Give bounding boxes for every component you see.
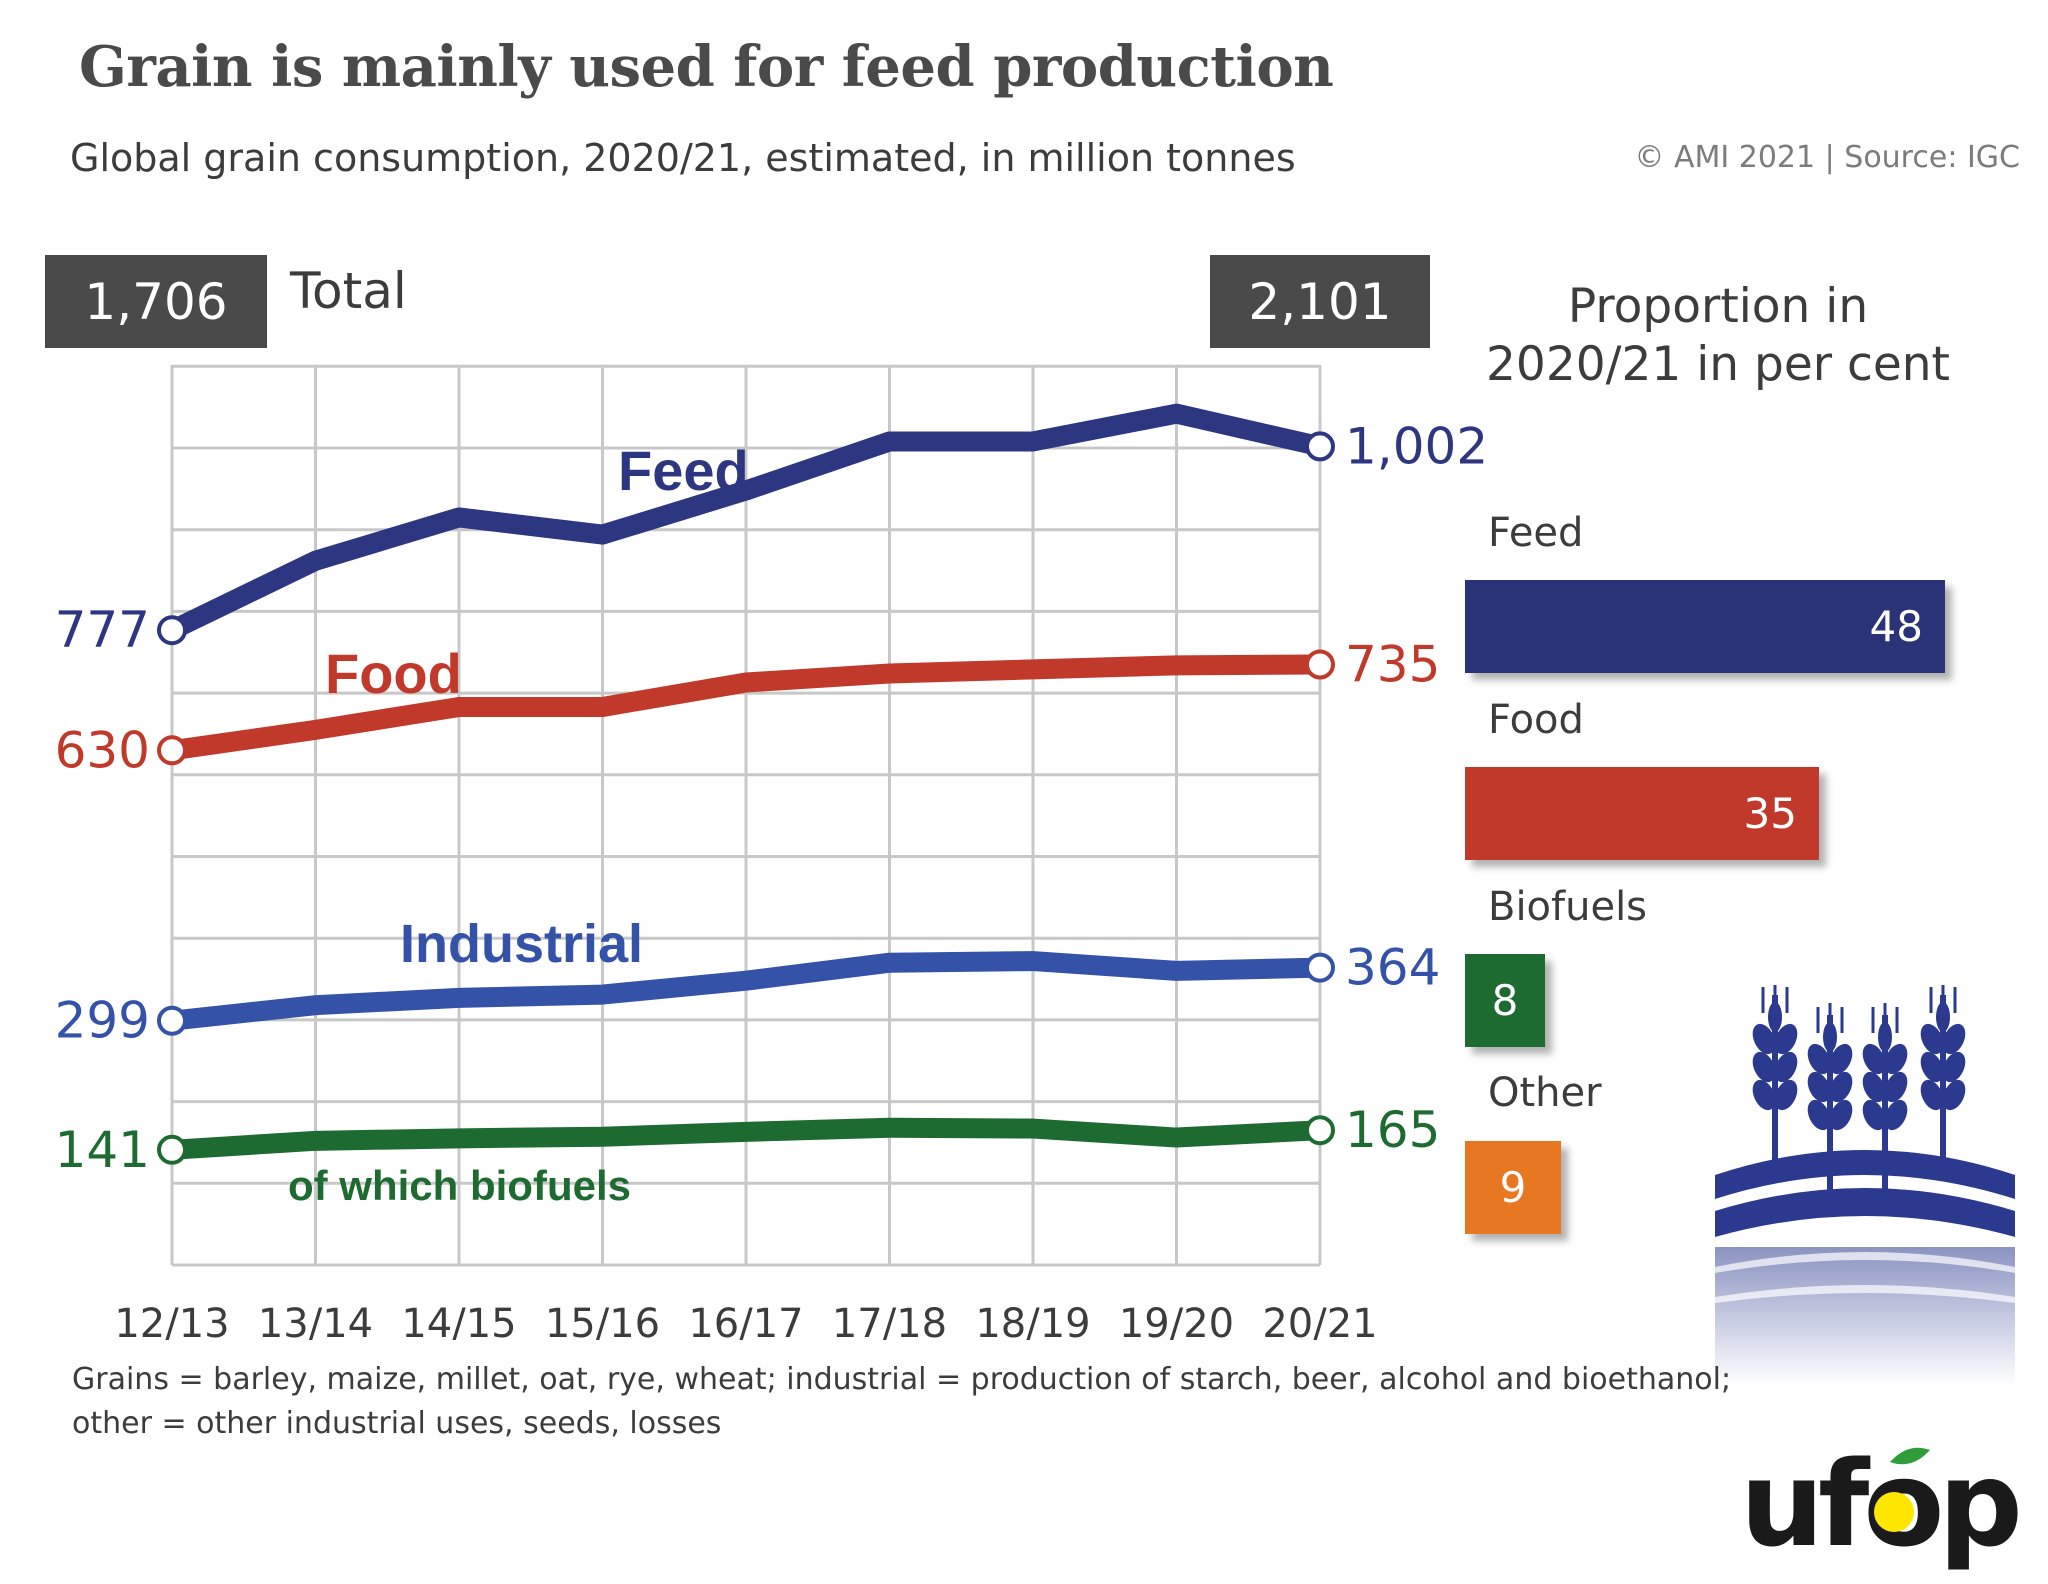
data-label-start: 299 <box>55 992 150 1050</box>
bar-biofuels: 8 <box>1465 954 1545 1047</box>
chart-subtitle: Global grain consumption, 2020/21, estim… <box>70 136 1296 180</box>
bar-value-other: 9 <box>1499 1163 1527 1212</box>
x-tick-label: 13/14 <box>258 1301 373 1340</box>
series-of-which-biofuels: 141 165 of which biofuels <box>55 1101 1441 1209</box>
x-tick-label: 19/20 <box>1119 1301 1234 1340</box>
total-label: Total <box>290 262 407 320</box>
series-name-label: Industrial <box>400 914 643 974</box>
series-name-label: of which biofuels <box>288 1162 631 1209</box>
data-point-marker <box>1305 649 1335 680</box>
data-point-marker <box>157 615 187 646</box>
x-tick-label: 15/16 <box>545 1301 660 1340</box>
data-point-marker <box>157 735 187 766</box>
series-feed: 777 1,002 Feed <box>55 403 1488 659</box>
data-label-start: 777 <box>55 601 150 659</box>
bar-other: 9 <box>1465 1141 1561 1234</box>
x-tick-label: 12/13 <box>114 1301 229 1340</box>
footnote-line-1: Grains = barley, maize, millet, oat, rye… <box>72 1362 1732 1397</box>
series-name-label: Feed <box>618 439 749 502</box>
total-end-box: 2,101 <box>1210 255 1430 348</box>
x-tick-label: 20/21 <box>1262 1301 1377 1340</box>
footnote: Grains = barley, maize, millet, oat, rye… <box>72 1358 1731 1446</box>
data-label-end: 735 <box>1345 636 1440 694</box>
bar-label-food: Food <box>1488 697 1584 743</box>
bar-value-biofuels: 8 <box>1491 976 1519 1025</box>
x-tick-label: 18/19 <box>975 1301 1090 1340</box>
series-line <box>162 403 1330 641</box>
bar-label-other: Other <box>1488 1070 1602 1116</box>
bar-label-feed: Feed <box>1488 510 1584 556</box>
grain-field-icon <box>1715 985 2015 1385</box>
footnote-line-2: other = other industrial uses, seeds, lo… <box>72 1406 722 1441</box>
data-label-end: 165 <box>1345 1101 1440 1159</box>
x-tick-label: 16/17 <box>688 1301 803 1340</box>
data-label-start: 141 <box>55 1121 150 1179</box>
data-point-marker <box>157 1134 187 1165</box>
series-food: 630 735 Food <box>55 636 1441 780</box>
bar-value-food: 35 <box>1743 789 1797 838</box>
ufop-logo-icon: ufop <box>1740 1440 2020 1573</box>
series-line <box>162 654 1330 761</box>
data-point-marker <box>1305 1115 1335 1146</box>
bar-value-feed: 48 <box>1869 602 1923 651</box>
bar-food: 35 <box>1465 767 1819 860</box>
chart-title: Grain is mainly used for feed production <box>79 34 1334 100</box>
series-line <box>162 951 1330 1031</box>
bar-label-biofuels: Biofuels <box>1488 884 1648 930</box>
series-industrial: 299 364 Industrial <box>55 914 1441 1050</box>
source-credit: © AMI 2021 | Source: IGC <box>1634 140 2020 175</box>
x-tick-label: 17/18 <box>832 1301 947 1340</box>
data-label-end: 364 <box>1345 939 1440 997</box>
data-point-marker <box>157 1005 187 1036</box>
data-label-end: 1,002 <box>1345 417 1488 475</box>
total-start-box: 1,706 <box>45 255 267 348</box>
series-line <box>162 1117 1330 1160</box>
bar-feed: 48 <box>1465 580 1945 673</box>
line-chart: 12/13 13/14 14/15 15/16 16/17 17/18 18/19 19/20… <box>55 364 1488 1340</box>
data-point-marker <box>1305 952 1335 983</box>
series-name-label: Food <box>325 642 462 705</box>
data-label-start: 630 <box>55 721 150 779</box>
x-tick-label: 14/15 <box>401 1301 516 1340</box>
data-point-marker <box>1305 431 1335 462</box>
proportion-title: Proportion in 2020/21 in per cent <box>1486 279 1950 392</box>
